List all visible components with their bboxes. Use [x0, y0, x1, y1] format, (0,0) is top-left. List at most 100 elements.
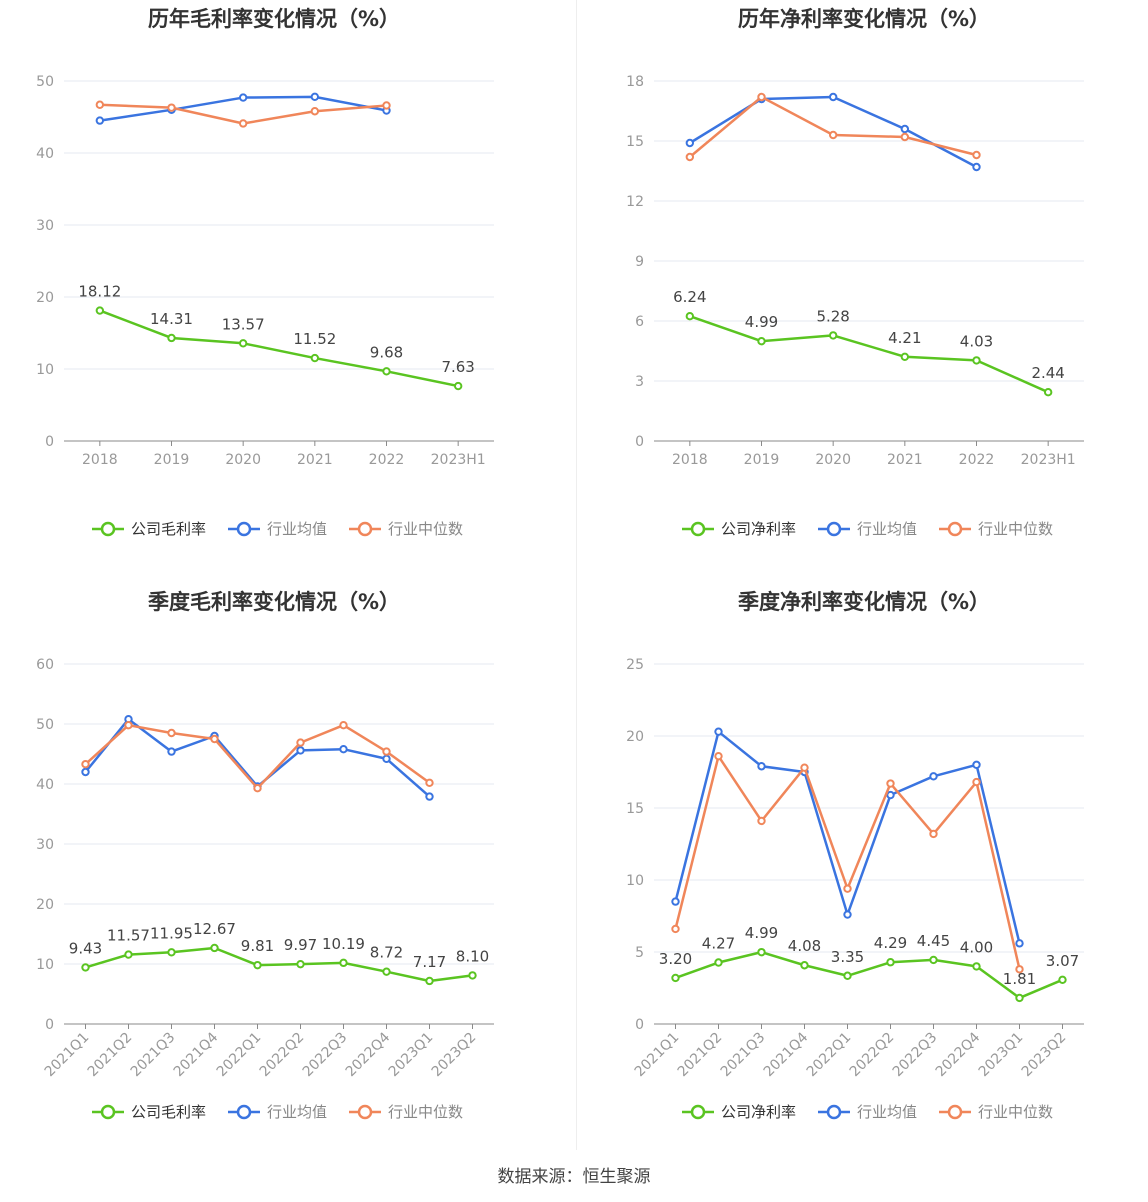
y-tick-label: 60 [36, 657, 54, 673]
data-point-median [167, 103, 176, 112]
data-point-median [296, 738, 305, 747]
data-point-company [425, 976, 434, 986]
x-tick-label: 2018 [82, 452, 118, 468]
data-source-note: 数据来源：恒生聚源 [497, 1167, 651, 1187]
data-point-median [757, 816, 766, 826]
data-label: 12.67 [193, 920, 236, 938]
data-point-avg [81, 767, 90, 777]
data-point-avg [310, 92, 320, 102]
data-point-median [310, 107, 320, 116]
data-point-company [310, 353, 320, 363]
y-tick-label: 10 [36, 957, 54, 973]
data-label: 4.45 [917, 932, 950, 950]
data-point-median [253, 784, 262, 793]
x-tick-label: 2022Q4 [933, 1029, 984, 1080]
x-tick-label: 2019 [154, 452, 190, 468]
data-label: 7.63 [441, 358, 474, 376]
x-tick-label: 2018 [672, 452, 708, 468]
series-line-company [689, 315, 1049, 394]
data-label: 14.31 [150, 310, 193, 328]
legend-label-median: 行业中位数 [978, 1103, 1053, 1121]
legend-swatch-marker [826, 521, 842, 537]
x-tick-label: 2019 [744, 452, 780, 468]
data-label: 3.07 [1046, 952, 1079, 970]
data-point-median [972, 777, 981, 787]
x-tick-label: 2021Q4 [761, 1029, 812, 1080]
data-label: 7.17 [413, 953, 446, 971]
y-tick-label: 10 [626, 873, 644, 889]
y-tick-label: 40 [36, 146, 54, 162]
y-tick-label: 25 [626, 657, 644, 673]
data-point-company [685, 312, 695, 321]
series-line-company [85, 946, 473, 983]
data-label: 4.21 [888, 329, 921, 347]
legend-swatch-marker [947, 1104, 963, 1120]
x-tick-label: 2021 [887, 452, 923, 468]
data-point-median [828, 130, 838, 140]
legend-swatch-marker [357, 1104, 373, 1120]
data-point-company [167, 333, 176, 343]
chart-title: 季度净利率变化情况（%） [738, 590, 990, 614]
y-tick-label: 30 [36, 218, 54, 234]
data-point-avg [685, 138, 695, 148]
data-point-avg [296, 746, 305, 755]
legend-label-median: 行业中位数 [388, 520, 463, 538]
data-point-company [800, 961, 809, 970]
data-point-median [167, 728, 176, 738]
data-point-avg [1015, 939, 1024, 948]
data-point-company [382, 367, 391, 376]
data-point-company [1043, 388, 1053, 397]
data-point-median [95, 100, 105, 109]
x-tick-label: 2021 [297, 452, 333, 468]
data-point-company [296, 959, 305, 969]
x-tick-label: 2023Q2 [1019, 1030, 1070, 1081]
data-point-company [253, 960, 262, 970]
data-point-avg [425, 792, 434, 801]
y-tick-label: 50 [36, 74, 54, 90]
data-point-avg [828, 92, 838, 102]
data-point-avg [382, 754, 391, 764]
data-label: 11.52 [293, 330, 336, 348]
data-label: 13.57 [222, 315, 265, 333]
data-point-avg [95, 116, 105, 125]
legend-swatch-marker [826, 1104, 842, 1120]
data-point-median [210, 734, 219, 744]
data-point-company [382, 967, 391, 976]
legend-swatch-marker [690, 521, 706, 537]
y-tick-label: 10 [36, 362, 54, 378]
data-point-avg [972, 760, 981, 770]
x-tick-label: 2021Q2 [675, 1030, 726, 1081]
data-label: 1.81 [1003, 970, 1036, 988]
data-label: 3.35 [831, 948, 864, 966]
data-point-company [972, 356, 981, 365]
data-label: 11.57 [107, 927, 150, 945]
data-point-company [886, 958, 895, 967]
chart-title: 历年毛利率变化情况（%） [148, 7, 400, 31]
x-tick-label: 2023H1 [1021, 452, 1076, 468]
x-tick-label: 2022Q3 [890, 1030, 941, 1081]
legend-label-company: 公司净利率 [721, 1103, 796, 1121]
data-label: 4.29 [874, 934, 907, 952]
data-point-median [972, 150, 981, 160]
data-label: 4.00 [960, 938, 993, 956]
data-label: 3.20 [659, 950, 692, 968]
legend-label-company: 公司毛利率 [131, 520, 206, 538]
x-tick-label: 2023H1 [431, 452, 486, 468]
y-tick-label: 30 [36, 837, 54, 853]
chart-title: 历年净利率变化情况（%） [738, 7, 990, 31]
data-label: 4.08 [788, 937, 821, 955]
y-tick-label: 18 [626, 74, 644, 90]
series-line-median [689, 95, 977, 158]
data-label: 11.95 [150, 924, 193, 942]
data-point-company [1015, 993, 1024, 1003]
y-tick-label: 0 [45, 1017, 54, 1033]
legend-label-avg: 行业均值 [857, 1103, 917, 1121]
data-label: 9.43 [69, 939, 102, 957]
data-label: 4.27 [702, 935, 735, 953]
data-point-median [382, 747, 391, 756]
data-point-median [339, 721, 348, 730]
y-tick-label: 9 [635, 254, 644, 270]
data-point-company [95, 306, 105, 315]
y-tick-label: 0 [45, 434, 54, 450]
x-tick-label: 2021Q2 [85, 1030, 136, 1081]
